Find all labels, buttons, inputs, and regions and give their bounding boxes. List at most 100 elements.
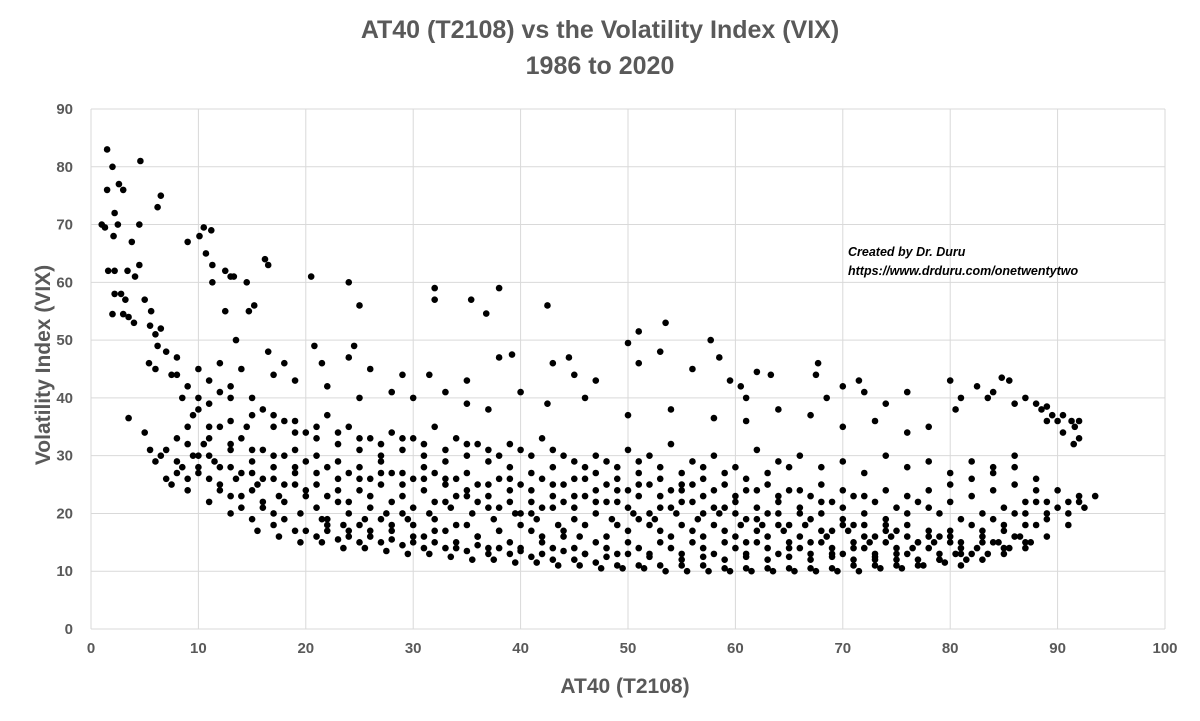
data-point — [785, 544, 793, 552]
data-point — [467, 296, 475, 303]
data-point — [205, 423, 213, 431]
data-point — [732, 498, 739, 506]
data-point — [409, 539, 417, 546]
data-point — [624, 339, 632, 347]
data-point — [1000, 544, 1008, 552]
data-point — [334, 498, 342, 506]
data-point — [482, 310, 490, 317]
data-point — [576, 562, 583, 569]
data-point — [136, 261, 143, 269]
data-point — [184, 440, 191, 448]
x-tick-label: 40 — [512, 640, 529, 657]
data-point — [767, 371, 775, 379]
data-point — [420, 452, 428, 459]
data-point — [409, 504, 417, 511]
data-point — [463, 452, 471, 459]
data-point — [111, 209, 118, 217]
data-point — [195, 452, 202, 459]
data-point — [442, 498, 449, 506]
data-point — [101, 224, 109, 231]
data-point — [238, 435, 245, 442]
data-point — [528, 527, 535, 535]
data-point — [613, 475, 621, 483]
data-point — [748, 567, 755, 575]
data-point — [742, 539, 750, 546]
data-point — [941, 559, 949, 566]
data-point — [463, 547, 471, 555]
data-point — [979, 510, 986, 517]
data-point — [549, 492, 557, 500]
data-point — [807, 556, 814, 563]
data-point — [571, 458, 578, 465]
data-point — [1065, 498, 1072, 506]
data-point — [200, 440, 208, 448]
data-point — [882, 539, 890, 546]
data-point — [388, 429, 396, 436]
data-point — [651, 515, 659, 523]
data-point — [474, 440, 481, 448]
data-point — [538, 504, 546, 511]
data-point — [350, 342, 358, 350]
data-point — [576, 533, 583, 540]
data-point — [356, 487, 363, 494]
x-tick-label: 20 — [297, 640, 314, 657]
data-point — [785, 553, 793, 561]
data-point — [340, 521, 347, 529]
data-point — [261, 255, 269, 263]
data-point — [871, 533, 879, 540]
data-point — [209, 261, 216, 269]
data-point — [882, 515, 890, 523]
data-point — [157, 325, 165, 332]
data-point — [318, 539, 326, 546]
data-point — [742, 487, 750, 494]
data-point — [259, 498, 267, 506]
data-point — [103, 186, 111, 194]
data-point — [420, 487, 428, 494]
data-point — [154, 342, 161, 350]
data-point — [839, 515, 847, 523]
data-point — [431, 515, 438, 523]
data-point — [893, 562, 900, 569]
data-point — [442, 458, 449, 465]
y-tick-labels: 0 10 20 30 40 50 60 70 80 90 — [56, 101, 73, 638]
data-point — [248, 411, 256, 419]
data-point — [758, 521, 766, 529]
data-point — [538, 533, 546, 540]
data-point — [1005, 544, 1013, 552]
data-point — [936, 533, 943, 540]
data-point — [850, 562, 857, 569]
data-point — [1022, 498, 1029, 506]
data-point — [613, 521, 621, 529]
data-point — [209, 279, 216, 286]
data-point — [560, 498, 567, 506]
data-point — [131, 273, 139, 280]
data-point — [109, 310, 116, 318]
data-point — [624, 527, 632, 535]
data-point — [125, 414, 132, 422]
data-point — [834, 567, 841, 575]
data-point — [178, 463, 186, 471]
data-point — [710, 521, 718, 529]
data-point — [307, 273, 315, 280]
data-point — [196, 232, 203, 240]
data-point — [334, 440, 342, 448]
data-point — [200, 224, 208, 231]
y-tick-label: 70 — [56, 217, 73, 234]
data-point — [860, 492, 868, 500]
data-point — [264, 261, 272, 269]
data-point — [463, 487, 471, 494]
data-point — [227, 463, 234, 471]
data-point — [721, 556, 728, 563]
data-point — [356, 475, 363, 483]
data-point — [248, 487, 256, 494]
data-point — [592, 487, 600, 494]
data-point — [1075, 435, 1083, 442]
data-point — [742, 394, 750, 402]
data-point — [517, 547, 524, 555]
data-point — [463, 377, 471, 384]
data-point — [710, 414, 718, 422]
data-point — [807, 550, 814, 558]
data-point — [764, 481, 771, 488]
x-tick-label: 70 — [834, 640, 851, 657]
data-point — [721, 565, 728, 572]
